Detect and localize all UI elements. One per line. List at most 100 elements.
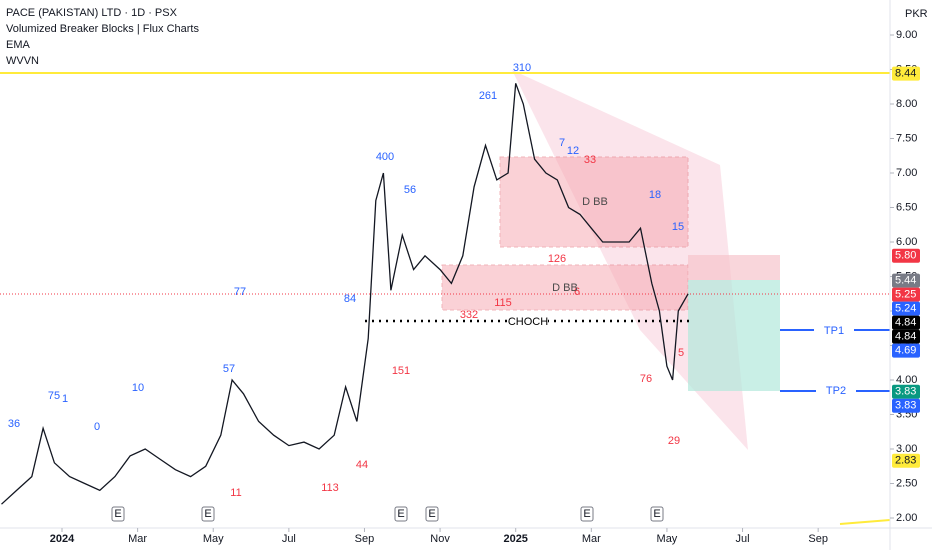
annotation: 5: [678, 347, 684, 359]
annotation: 36: [8, 418, 20, 430]
stop-zone: [688, 255, 780, 280]
x-tick-label: Jul: [736, 533, 750, 545]
y-tick-label: 6.00: [896, 236, 917, 248]
breaker-block: [441, 264, 689, 311]
price-badge: [892, 343, 920, 358]
annotation: 115: [494, 297, 512, 309]
x-tick-label: Sep: [355, 533, 375, 545]
annotation: 310: [513, 62, 531, 74]
price-line: [1, 83, 689, 505]
annotation: 57: [223, 363, 235, 375]
annotation: 76: [640, 373, 652, 385]
y-tick-label: 2.50: [896, 477, 917, 489]
y-tick-label: 7.00: [896, 167, 917, 179]
annotation: 18: [649, 189, 661, 201]
earnings-marker: [425, 506, 439, 522]
annotation: 75: [48, 390, 60, 402]
y-tick-label: 9.00: [896, 29, 917, 41]
y-tick-label: 3.00: [896, 443, 917, 455]
annotation: 400: [376, 151, 394, 163]
x-tick-label: Sep: [808, 533, 828, 545]
label-bg: [816, 383, 856, 399]
annotation: 84: [344, 293, 356, 305]
earnings-label: E: [204, 508, 211, 520]
earnings-marker: [201, 506, 215, 522]
price-badge-label: 2.83: [895, 455, 916, 467]
label-bg: [814, 323, 854, 339]
annotation: 151: [392, 365, 410, 377]
annotation: 33: [584, 154, 596, 166]
annotation: 1: [62, 393, 68, 405]
annotation: 7: [559, 137, 565, 149]
price-badge: [892, 301, 920, 316]
price-badge-label: 4.84: [895, 317, 916, 329]
price-badge: [892, 398, 920, 413]
price-badge-label: 8.44: [895, 68, 916, 80]
annotation: 0: [94, 421, 100, 433]
annotation: 44: [356, 459, 368, 471]
annotation: 12: [567, 145, 579, 157]
earnings-label: E: [397, 508, 404, 520]
annotation: CHOCH: [508, 316, 548, 328]
price-badge: [892, 315, 920, 330]
annotation: 11: [230, 487, 241, 499]
price-badge-label: 4.69: [895, 345, 916, 357]
price-badge-label: 5.44: [895, 275, 916, 287]
annotation: 10: [132, 382, 144, 394]
indicator: WVVN: [6, 55, 39, 67]
label-bg: [508, 314, 548, 330]
earnings-label: E: [653, 508, 660, 520]
annotation: 332: [460, 309, 478, 321]
price-badge: [892, 273, 920, 288]
annotation: 77: [234, 286, 246, 298]
earnings-marker: [650, 506, 664, 522]
y-tick-label: 6.50: [896, 201, 917, 213]
x-tick-label: Nov: [430, 533, 450, 545]
annotation: D BB: [552, 282, 578, 294]
earnings-marker: [580, 506, 594, 522]
x-tick-label: Jul: [282, 533, 296, 545]
annotation: TP1: [824, 325, 844, 337]
price-badge: [892, 453, 920, 468]
earnings-marker: [111, 506, 125, 522]
annotation: 126: [548, 253, 566, 265]
price-badge-label: 5.80: [895, 250, 916, 262]
earnings-label: E: [114, 508, 121, 520]
price-badge: [892, 329, 920, 344]
price-badge: [892, 66, 920, 81]
indicator: Volumized Breaker Blocks | Flux Charts: [6, 23, 199, 35]
price-badge-label: 3.83: [895, 386, 916, 398]
price-badge: [892, 384, 920, 399]
annotation: 6: [574, 286, 580, 298]
x-tick-label: 2025: [503, 533, 527, 545]
price-badge-label: 5.25: [895, 289, 916, 301]
annotation: D BB: [582, 196, 608, 208]
earnings-label: E: [583, 508, 590, 520]
price-badge-label: 5.24: [895, 303, 916, 315]
annotation: 15: [672, 221, 684, 233]
indicator: EMA: [6, 39, 31, 51]
chart-title: PACE (PAKISTAN) LTD · 1D · PSX: [6, 7, 178, 19]
y-tick-label: 8.00: [896, 98, 917, 110]
y-tick-label: 4.00: [896, 374, 917, 386]
annotation: 261: [479, 90, 497, 102]
x-tick-label: May: [203, 533, 224, 545]
annotation: 113: [321, 482, 339, 494]
price-badge: [892, 248, 920, 263]
earnings-label: E: [428, 508, 435, 520]
earnings-marker: [394, 506, 408, 522]
x-tick-label: Mar: [128, 533, 147, 545]
annotation: TP2: [826, 385, 846, 397]
price-badge-label: 4.84: [895, 331, 916, 343]
price-badge: [892, 287, 920, 302]
y-tick-label: 2.00: [896, 512, 917, 524]
price-badge-label: 3.83: [895, 400, 916, 412]
annotation: 29: [668, 435, 680, 447]
level-line: [839, 519, 891, 525]
x-tick-label: Mar: [582, 533, 601, 545]
target-zone: [688, 280, 780, 391]
x-tick-label: 2024: [50, 533, 75, 545]
annotation: 56: [404, 184, 416, 196]
x-tick-label: May: [657, 533, 678, 545]
